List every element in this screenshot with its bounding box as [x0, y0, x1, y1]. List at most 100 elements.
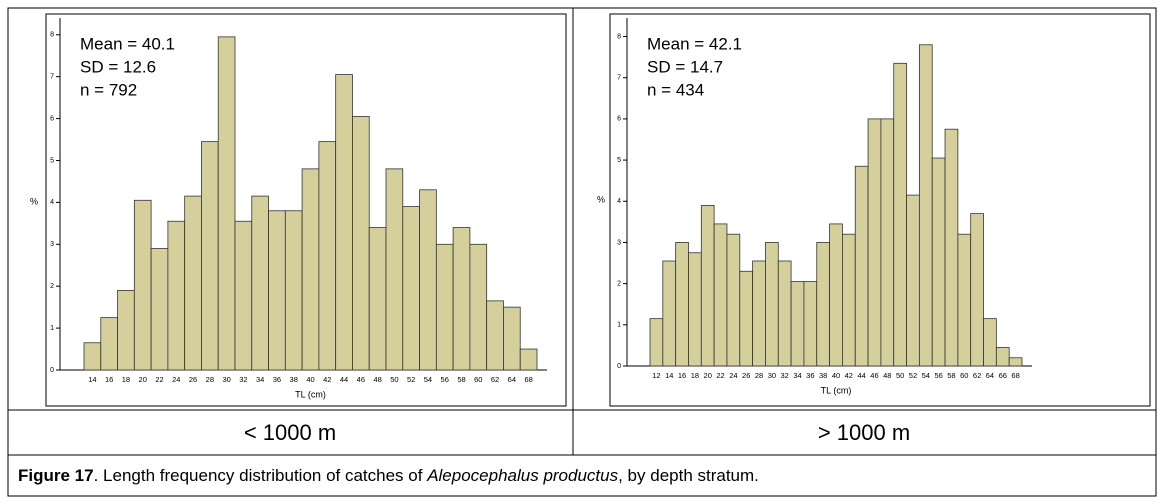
bar [251, 195, 269, 371]
bar [184, 195, 202, 371]
x-tick-label: 32 [781, 371, 789, 380]
bar [150, 248, 169, 371]
y-tick-label: 1 [617, 322, 621, 329]
x-tick-label: 16 [678, 371, 686, 380]
y-tick-label: 0 [50, 367, 54, 374]
x-tick-label: 42 [845, 371, 853, 380]
x-tick-label: 50 [390, 375, 398, 384]
x-tick-label: 40 [832, 371, 840, 380]
bar [688, 252, 702, 367]
x-tick-label: 52 [909, 371, 917, 380]
x-tick-label: 62 [973, 371, 981, 380]
x-tick-label: 24 [729, 371, 737, 380]
x-tick-label: 48 [883, 371, 891, 380]
bar [469, 243, 488, 371]
bar [970, 213, 984, 367]
x-tick-label: 26 [742, 371, 750, 380]
x-tick-label: 20 [139, 375, 147, 384]
x-tick-label: 20 [704, 371, 712, 380]
bar [957, 233, 972, 367]
x-tick-label: 34 [793, 371, 801, 380]
x-tick-label: 56 [934, 371, 942, 380]
y-tick-label: 6 [50, 115, 54, 122]
chart-frame [609, 13, 1151, 407]
bar [752, 260, 766, 367]
caption-species: Alepocephalus productus [427, 466, 619, 485]
bar [419, 189, 437, 371]
bar [452, 227, 471, 371]
bar [435, 243, 454, 371]
bar [662, 260, 677, 367]
caption-text: . Length frequency distribution of catch… [93, 466, 428, 485]
x-tick-label: 26 [189, 375, 197, 384]
stats-annotation: SD = 12.6 [80, 57, 156, 76]
x-tick-label: 12 [652, 371, 660, 380]
x-tick-label: 52 [407, 375, 415, 384]
bar [854, 165, 869, 367]
x-tick-label: 36 [806, 371, 814, 380]
bar [201, 141, 219, 371]
x-tick-label: 30 [768, 371, 776, 380]
x-tick-label: 16 [105, 375, 113, 384]
bar [713, 223, 728, 367]
bar [284, 210, 303, 371]
stats-annotation: Mean = 40.1 [80, 34, 175, 53]
y-axis-label: % [597, 194, 605, 204]
x-tick-label: 24 [172, 375, 180, 384]
x-tick-label: 62 [491, 375, 499, 384]
x-tick-label: 44 [857, 371, 865, 380]
y-tick-label: 3 [50, 241, 54, 248]
x-tick-label: 30 [222, 375, 230, 384]
table-border [7, 7, 1157, 497]
bar [842, 233, 856, 367]
bar [301, 168, 320, 371]
bar [167, 220, 186, 371]
x-tick-label: 50 [896, 371, 904, 380]
y-tick-label: 2 [50, 283, 54, 290]
caption-text: , by depth stratum. [618, 466, 759, 485]
x-tick-label: 54 [424, 375, 432, 384]
x-tick-label: 18 [122, 375, 130, 384]
x-tick-label: 46 [357, 375, 365, 384]
bar [217, 36, 236, 371]
stats-annotation: n = 434 [647, 80, 704, 99]
bar [726, 233, 741, 367]
bar [519, 348, 538, 371]
x-tick-label: 68 [1011, 371, 1019, 380]
bar [268, 210, 286, 371]
bar [1008, 357, 1023, 367]
bar [385, 168, 404, 371]
x-axis-label: TL (cm) [821, 385, 852, 395]
y-tick-label: 0 [617, 363, 621, 370]
bar [402, 206, 420, 371]
y-tick-label: 8 [50, 32, 54, 39]
y-tick-label: 7 [617, 75, 621, 82]
bar [893, 62, 907, 367]
bar [368, 227, 387, 371]
bar [906, 194, 920, 367]
x-tick-label: 38 [290, 375, 298, 384]
x-tick-label: 60 [960, 371, 968, 380]
bar [880, 118, 895, 367]
x-tick-label: 68 [524, 375, 532, 384]
bar [503, 306, 521, 371]
bar [918, 44, 933, 367]
bar [117, 289, 135, 371]
bar [765, 242, 779, 367]
x-tick-label: 40 [306, 375, 314, 384]
bar [931, 157, 946, 367]
stats-annotation: SD = 14.7 [647, 57, 723, 76]
x-tick-label: 34 [256, 375, 264, 384]
y-tick-label: 8 [617, 33, 621, 40]
bar [739, 270, 754, 367]
y-tick-label: 5 [50, 157, 54, 164]
stats-annotation: Mean = 42.1 [647, 34, 742, 53]
x-tick-label: 54 [922, 371, 930, 380]
x-tick-label: 66 [999, 371, 1007, 380]
y-tick-label: 7 [50, 74, 54, 81]
bar [829, 223, 843, 367]
bar [318, 141, 337, 371]
bar [335, 74, 353, 371]
